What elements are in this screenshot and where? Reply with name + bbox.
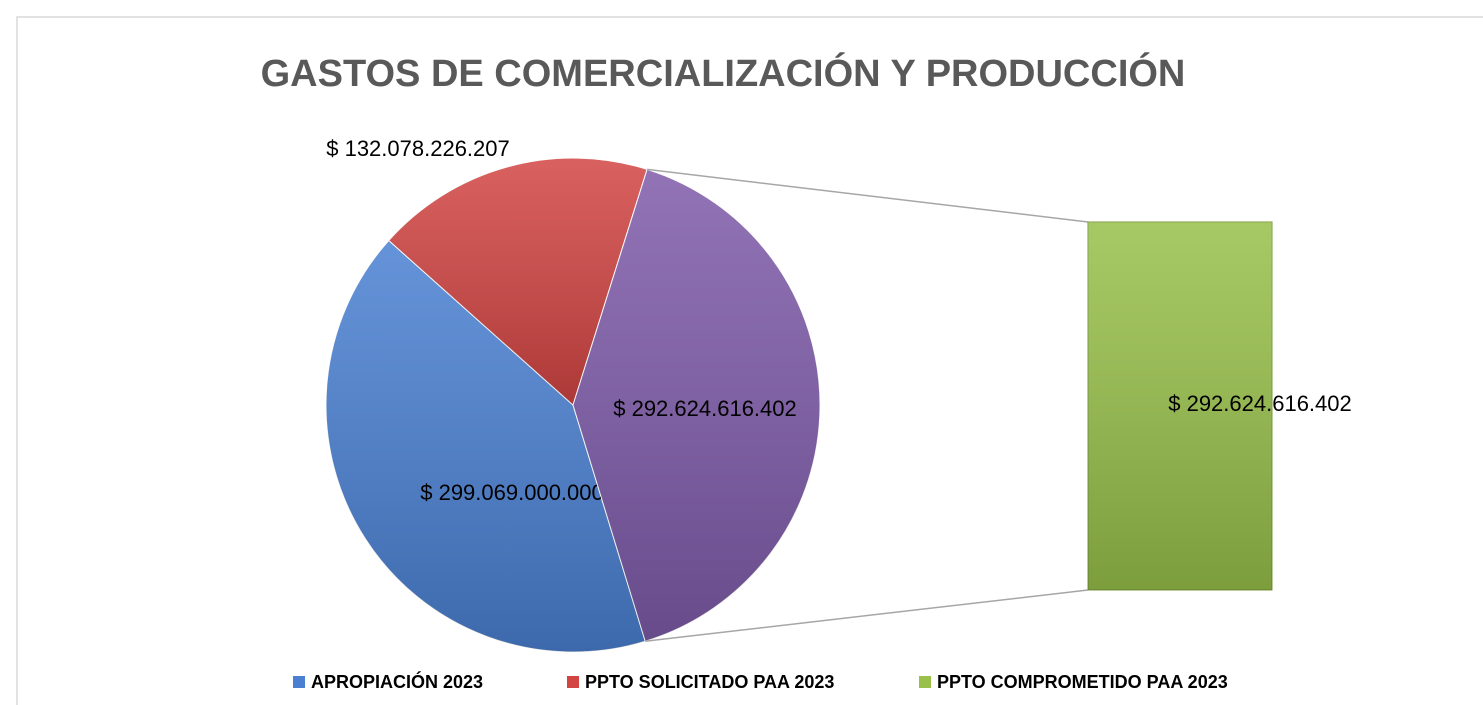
slice-shade bbox=[388, 158, 648, 405]
legend-marker bbox=[293, 676, 305, 688]
legend-marker bbox=[919, 676, 931, 688]
legend-label: PPTO COMPROMETIDO PAA 2023 bbox=[937, 672, 1228, 692]
bar-shade bbox=[1088, 222, 1272, 590]
connector bbox=[645, 589, 1089, 642]
data-label: $ 132.078.226.207 bbox=[326, 136, 510, 161]
data-label: $ 299.069.000.000 bbox=[420, 480, 604, 505]
connector bbox=[646, 168, 1089, 223]
legend-label: APROPIACIÓN 2023 bbox=[311, 671, 483, 692]
data-label: $ 292.624.616.402 bbox=[1168, 391, 1352, 416]
legend-marker bbox=[567, 676, 579, 688]
slice-shade bbox=[326, 240, 646, 652]
chart-title: GASTOS DE COMERCIALIZACIÓN Y PRODUCCIÓN bbox=[261, 51, 1186, 95]
legend-label: PPTO SOLICITADO PAA 2023 bbox=[585, 672, 834, 692]
slice-shade bbox=[573, 169, 820, 642]
data-label: $ 292.624.616.402 bbox=[613, 396, 797, 421]
